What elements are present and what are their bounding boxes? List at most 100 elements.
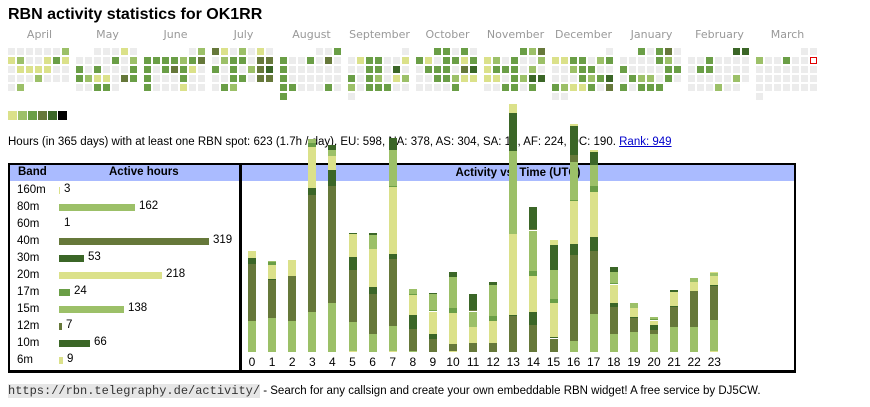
heatmap-cell[interactable] — [416, 84, 423, 91]
heatmap-cell[interactable] — [561, 66, 568, 73]
heatmap-cell[interactable] — [239, 57, 246, 64]
heatmap-cell[interactable] — [470, 75, 477, 82]
heatmap-cell[interactable] — [402, 57, 409, 64]
heatmap-cell[interactable] — [774, 75, 781, 82]
heatmap-cell[interactable] — [221, 84, 228, 91]
heatmap-cell[interactable] — [706, 57, 713, 64]
heatmap-cell[interactable] — [801, 75, 808, 82]
heatmap-cell[interactable] — [570, 66, 577, 73]
heatmap-cell[interactable] — [53, 75, 60, 82]
heatmap-cell[interactable] — [289, 66, 296, 73]
heatmap-cell[interactable] — [221, 57, 228, 64]
heatmap-cell[interactable] — [529, 57, 536, 64]
heatmap-cell[interactable] — [697, 57, 704, 64]
heatmap-cell[interactable] — [742, 75, 749, 82]
heatmap-cell[interactable] — [756, 75, 763, 82]
heatmap-cell[interactable] — [665, 75, 672, 82]
heatmap-cell[interactable] — [629, 75, 636, 82]
heatmap-cell[interactable] — [94, 57, 101, 64]
heatmap-cell[interactable] — [44, 66, 51, 73]
heatmap-cell[interactable] — [189, 57, 196, 64]
heatmap-cell[interactable] — [393, 57, 400, 64]
heatmap-cell[interactable] — [620, 66, 627, 73]
heatmap-cell[interactable] — [674, 66, 681, 73]
heatmap-cell[interactable] — [212, 84, 219, 91]
heatmap-cell[interactable] — [62, 57, 69, 64]
heatmap-cell[interactable] — [638, 48, 645, 55]
heatmap-cell[interactable] — [774, 57, 781, 64]
heatmap-cell[interactable] — [230, 66, 237, 73]
heatmap-cell[interactable] — [470, 66, 477, 73]
heatmap-cell[interactable] — [266, 66, 273, 73]
heatmap-cell[interactable] — [121, 57, 128, 64]
heatmap-cell[interactable] — [366, 84, 373, 91]
heatmap-cell[interactable] — [597, 75, 604, 82]
heatmap-cell[interactable] — [552, 66, 559, 73]
heatmap-cell[interactable] — [620, 84, 627, 91]
heatmap-cell[interactable] — [579, 66, 586, 73]
heatmap-cell[interactable] — [561, 75, 568, 82]
heatmap-cell[interactable] — [656, 48, 663, 55]
heatmap-cell[interactable] — [425, 84, 432, 91]
heatmap-cell[interactable] — [724, 75, 731, 82]
heatmap-cell[interactable] — [348, 84, 355, 91]
heatmap-cell[interactable] — [230, 57, 237, 64]
heatmap-cell[interactable] — [307, 84, 314, 91]
heatmap-cell[interactable] — [325, 84, 332, 91]
heatmap-cell[interactable] — [416, 57, 423, 64]
heatmap-cell[interactable] — [520, 48, 527, 55]
heatmap-cell[interactable] — [756, 66, 763, 73]
heatmap-cell[interactable] — [665, 48, 672, 55]
heatmap-cell[interactable] — [298, 84, 305, 91]
heatmap-cell[interactable] — [434, 75, 441, 82]
heatmap-cell[interactable] — [280, 84, 287, 91]
heatmap-cell[interactable] — [810, 75, 817, 82]
heatmap-cell[interactable] — [94, 66, 101, 73]
heatmap-cell[interactable] — [239, 75, 246, 82]
heatmap-cell[interactable] — [212, 75, 219, 82]
heatmap-cell[interactable] — [85, 66, 92, 73]
heatmap-cell[interactable] — [629, 84, 636, 91]
heatmap-cell[interactable] — [17, 66, 24, 73]
heatmap-cell[interactable] — [8, 57, 15, 64]
heatmap-cell[interactable] — [85, 84, 92, 91]
heatmap-cell[interactable] — [588, 75, 595, 82]
heatmap-cell[interactable] — [26, 66, 33, 73]
heatmap-cell[interactable] — [792, 57, 799, 64]
heatmap-cell[interactable] — [366, 66, 373, 73]
heatmap-cell[interactable] — [307, 66, 314, 73]
heatmap-cell[interactable] — [171, 75, 178, 82]
heatmap-cell[interactable] — [17, 84, 24, 91]
heatmap-cell[interactable] — [130, 66, 137, 73]
heatmap-cell[interactable] — [647, 75, 654, 82]
heatmap-cell[interactable] — [724, 66, 731, 73]
heatmap-cell[interactable] — [733, 84, 740, 91]
heatmap-cell[interactable] — [198, 84, 205, 91]
heatmap-cell[interactable] — [44, 57, 51, 64]
heatmap-cell[interactable] — [94, 75, 101, 82]
heatmap-cell[interactable] — [130, 75, 137, 82]
heatmap-cell[interactable] — [171, 84, 178, 91]
heatmap-cell[interactable] — [416, 66, 423, 73]
heatmap-cell[interactable] — [783, 57, 790, 64]
heatmap-cell[interactable] — [130, 48, 137, 55]
heatmap-cell[interactable] — [280, 57, 287, 64]
heatmap-cell[interactable] — [76, 84, 83, 91]
heatmap-cell[interactable] — [248, 57, 255, 64]
heatmap-cell[interactable] — [538, 48, 545, 55]
heatmap-cell[interactable] — [647, 84, 654, 91]
heatmap-cell[interactable] — [289, 57, 296, 64]
heatmap-cell[interactable] — [674, 75, 681, 82]
heatmap-cell[interactable] — [334, 75, 341, 82]
heatmap-cell[interactable] — [144, 57, 151, 64]
heatmap-cell[interactable] — [665, 57, 672, 64]
heatmap-cell[interactable] — [538, 66, 545, 73]
heatmap-cell[interactable] — [511, 66, 518, 73]
heatmap-cell[interactable] — [62, 75, 69, 82]
heatmap-cell[interactable] — [715, 84, 722, 91]
heatmap-cell[interactable] — [552, 75, 559, 82]
heatmap-cell[interactable] — [792, 75, 799, 82]
heatmap-cell[interactable] — [706, 66, 713, 73]
heatmap-cell[interactable] — [280, 75, 287, 82]
heatmap-cell[interactable] — [801, 48, 808, 55]
